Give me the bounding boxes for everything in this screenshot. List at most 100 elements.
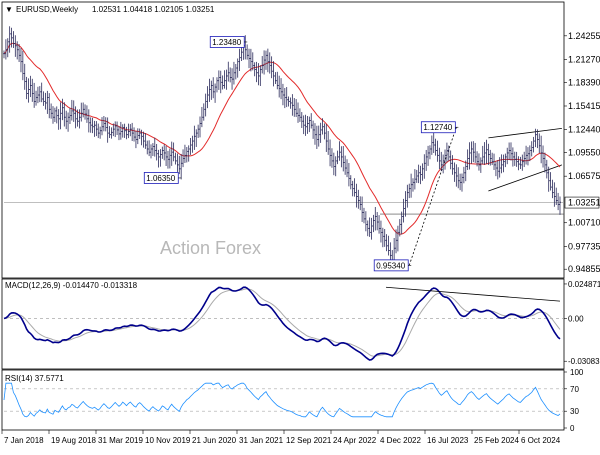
price-bar [453, 162, 456, 182]
chart-header-symbol: EURUSD,Weekly [16, 5, 78, 14]
price-bar [99, 126, 102, 139]
price-bar [517, 156, 520, 171]
macd-lines-group [3, 286, 561, 361]
price-bar [93, 120, 96, 137]
price-bar [334, 156, 337, 177]
price-bar [236, 58, 239, 78]
price-bar [372, 214, 375, 233]
price-bar [315, 125, 318, 149]
price-bar [33, 82, 36, 108]
macd-tick-label: 0.024871 [568, 280, 600, 289]
x-tick-label: 10 Nov 2019 [145, 436, 191, 445]
price-bar [3, 50, 5, 59]
price-bar [508, 142, 511, 161]
price-bar [142, 131, 145, 148]
price-bar [283, 88, 286, 109]
price-bar [547, 166, 550, 192]
price-bar [266, 48, 269, 73]
price-bar [415, 169, 418, 183]
price-bar [70, 99, 73, 121]
price-bar [308, 116, 311, 133]
price-bar [302, 115, 305, 135]
price-bar [496, 160, 499, 180]
price-bar [231, 68, 234, 90]
price-bar [444, 149, 447, 170]
price-bar [133, 127, 136, 142]
price-bar [468, 142, 471, 170]
price-bar [65, 110, 68, 130]
price-bar [281, 83, 284, 106]
price-bar [457, 167, 460, 189]
price-bar [210, 80, 213, 100]
price-bar [157, 149, 160, 168]
price-bar [180, 153, 183, 180]
price-bar [462, 166, 465, 184]
price-bar [336, 150, 339, 165]
price-bar [123, 123, 126, 138]
price-bar [238, 48, 241, 71]
price-bar [183, 144, 186, 164]
price-bar [474, 142, 477, 163]
price-bar [515, 151, 518, 167]
price-bar [436, 140, 439, 162]
price-bar [23, 63, 26, 90]
price-bar [402, 198, 405, 223]
rsi-tick-label: 100 [570, 368, 584, 377]
price-bar [438, 147, 441, 170]
price-bar [12, 31, 15, 48]
price-bar [383, 228, 386, 247]
price-bar [297, 102, 300, 123]
price-annotation: 1.23480 [209, 36, 248, 48]
price-bar [491, 152, 494, 166]
price-annotations: 1.23480 1.12740 1.06350 0.95340 [143, 36, 459, 272]
price-bar [379, 220, 382, 243]
price-bar [349, 175, 352, 190]
price-bar [214, 83, 217, 103]
price-bar [410, 173, 413, 198]
price-bar [381, 227, 384, 248]
price-bar [357, 189, 360, 209]
price-bar [182, 149, 185, 168]
price-bar [221, 75, 224, 90]
price-bar [112, 123, 115, 137]
x-tick-label: 25 Feb 2024 [474, 436, 519, 445]
price-bar [200, 106, 203, 128]
price-bar [300, 112, 303, 128]
price-bar [519, 156, 522, 169]
x-tick-label: 6 Oct 2024 [521, 436, 561, 445]
price-bar [87, 109, 90, 133]
price-bar [159, 149, 162, 167]
price-bar [125, 126, 128, 140]
x-tick-label: 12 Sep 2021 [286, 436, 332, 445]
price-bar [289, 97, 292, 109]
macd-tick-label: -0.030836 [568, 357, 600, 366]
price-tick-label: 1.00710 [568, 218, 600, 228]
x-tick-label: 7 Jan 2018 [4, 436, 44, 445]
annotation-label: 0.95340 [376, 261, 405, 270]
price-bar [427, 145, 430, 166]
price-bar [504, 153, 507, 168]
price-bar [53, 107, 56, 122]
rsi-tick-label: 30 [570, 407, 579, 416]
price-bar [155, 143, 158, 161]
header-arrow-icon: ▼ [5, 5, 13, 14]
macd-tick-label: 0.00 [568, 314, 584, 323]
price-bar [542, 145, 545, 168]
price-bar [306, 116, 309, 134]
price-bar [229, 67, 232, 83]
price-bar [29, 75, 32, 98]
price-bar [61, 98, 64, 121]
price-bar [110, 127, 113, 139]
price-bar [68, 107, 71, 125]
price-bar [248, 48, 251, 69]
price-bar [204, 93, 207, 117]
price-bar [445, 142, 448, 163]
price-bar [223, 70, 226, 89]
price-bar [543, 152, 546, 173]
price-bar [526, 147, 529, 166]
price-bar [44, 92, 47, 110]
price-bar [63, 102, 66, 127]
price-bar [189, 137, 192, 155]
price-bar [500, 154, 503, 174]
